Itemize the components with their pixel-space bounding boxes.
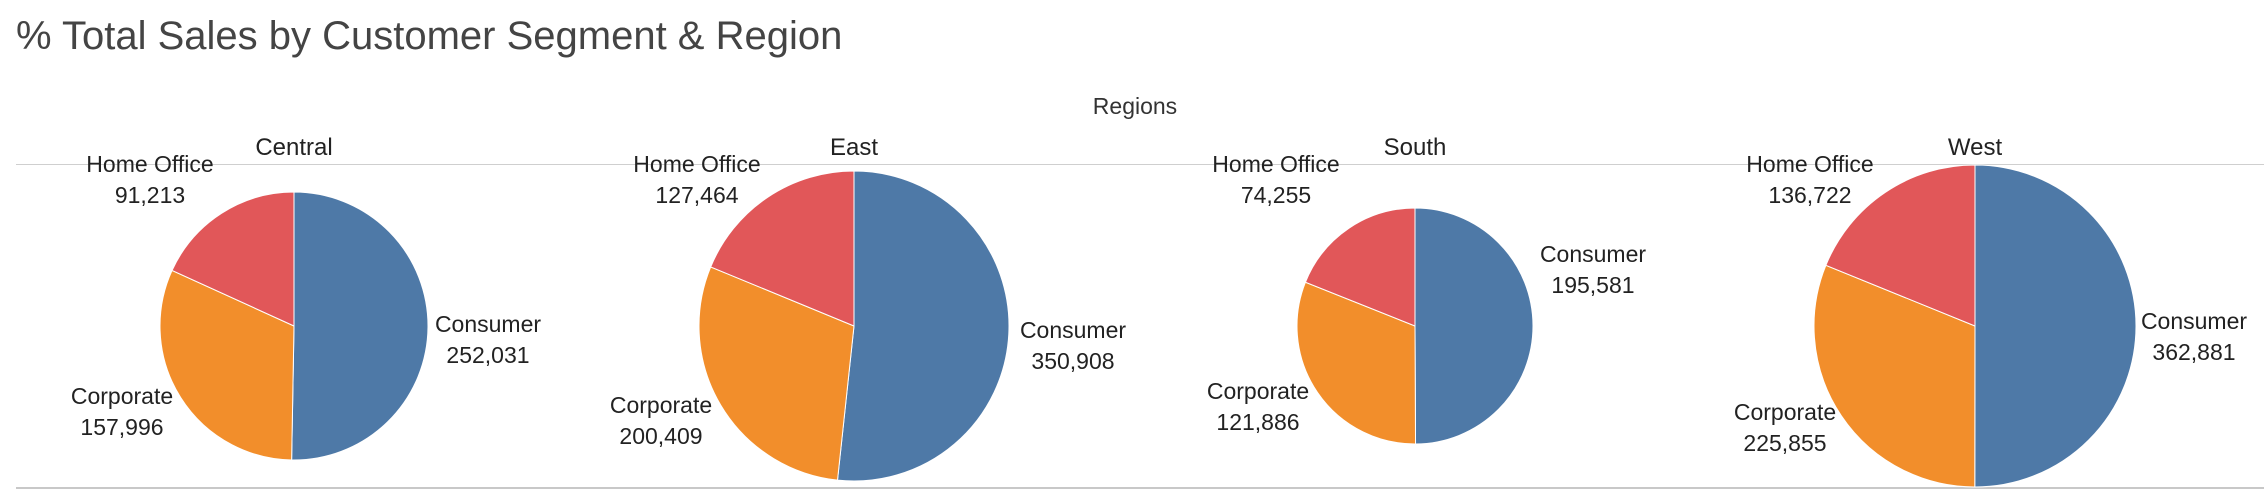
pie-label-value-south-home-office: 74,255 [1241,182,1311,208]
pie-label-segment-central-consumer: Consumer [435,311,541,337]
pie-label-value-west-home-office: 136,722 [1768,182,1851,208]
pie-label-value-east-consumer: 350,908 [1031,348,1114,374]
pie-label-segment-central-home-office: Home Office [86,151,213,177]
pie-slice-central-home-office[interactable] [171,191,295,327]
pie-label-value-south-corporate: 121,886 [1216,409,1299,435]
pie-slice-west-home-office[interactable] [1825,164,1976,327]
pie-slice-south-consumer[interactable] [1414,207,1534,445]
pie-slice-south-home-office[interactable] [1304,207,1416,327]
pie-label-value-central-corporate: 157,996 [80,414,163,440]
pie-label-value-east-corporate: 200,409 [619,423,702,449]
pie-label-segment-south-home-office: Home Office [1212,151,1339,177]
pie-label-segment-east-home-office: Home Office [633,151,760,177]
pie-label-value-east-home-office: 127,464 [655,182,738,208]
pie-label-segment-south-consumer: Consumer [1540,241,1646,267]
pie-label-value-west-corporate: 225,855 [1743,430,1826,456]
pie-slice-west-corporate[interactable] [1813,264,1976,488]
pie-slice-east-home-office[interactable] [710,170,855,327]
pie-label-segment-south-corporate: Corporate [1207,378,1309,404]
panel-title-south: South [1383,134,1447,161]
panel-header-divider [16,164,2264,165]
pie-label-value-west-consumer: 362,881 [2152,339,2235,365]
pie-label-segment-west-home-office: Home Office [1746,151,1873,177]
pie-label-segment-east-consumer: Consumer [1020,317,1126,343]
pie-slice-east-corporate[interactable] [698,266,855,481]
pie-slice-south-corporate[interactable] [1296,281,1417,445]
pie-slice-west-consumer[interactable] [1974,164,2137,488]
chart-bottom-border [16,487,2264,489]
pie-label-segment-central-corporate: Corporate [71,383,173,409]
pie-slice-east-consumer[interactable] [836,170,1010,482]
panel-title-west: West [1947,134,2003,161]
facet-header-regions: Regions [1092,93,1178,119]
panel-title-central: Central [255,134,333,161]
pie-label-segment-west-corporate: Corporate [1734,399,1836,425]
pie-label-segment-west-consumer: Consumer [2141,308,2247,334]
pie-slice-central-consumer[interactable] [291,191,429,461]
pie-label-segment-east-corporate: Corporate [610,392,712,418]
pie-label-value-central-consumer: 252,031 [446,342,529,368]
pie-label-value-south-consumer: 195,581 [1551,272,1634,298]
chart-title: % Total Sales by Customer Segment & Regi… [16,14,843,58]
pie-slice-central-corporate[interactable] [159,269,295,461]
pie-label-value-central-home-office: 91,213 [115,182,185,208]
panel-title-east: East [829,134,879,161]
